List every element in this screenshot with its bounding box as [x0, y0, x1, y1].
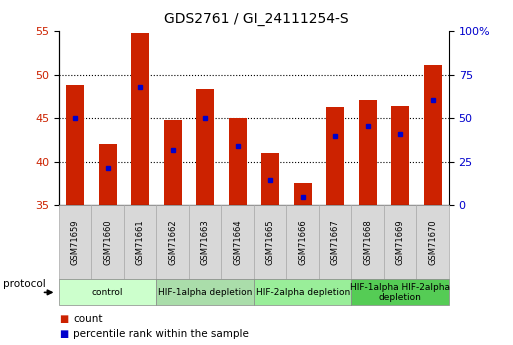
Text: ■: ■	[59, 329, 68, 338]
Text: GSM71670: GSM71670	[428, 219, 437, 265]
Bar	[359, 100, 377, 205]
Text: GSM71660: GSM71660	[103, 219, 112, 265]
Text: GSM71665: GSM71665	[266, 219, 274, 265]
Bar	[261, 153, 279, 205]
Text: GSM71669: GSM71669	[396, 219, 405, 265]
Bar	[294, 184, 311, 205]
Text: HIF-1alpha depletion: HIF-1alpha depletion	[158, 288, 252, 297]
Text: GSM71661: GSM71661	[136, 219, 145, 265]
Text: GSM71666: GSM71666	[298, 219, 307, 265]
Text: GSM71668: GSM71668	[363, 219, 372, 265]
Text: HIF-1alpha HIF-2alpha
depletion: HIF-1alpha HIF-2alpha depletion	[350, 283, 450, 302]
Text: GSM71662: GSM71662	[168, 219, 177, 265]
Text: GDS2761 / GI_24111254-S: GDS2761 / GI_24111254-S	[164, 12, 349, 26]
Text: control: control	[92, 288, 124, 297]
Bar	[424, 65, 442, 205]
Text: count: count	[73, 314, 103, 324]
Text: protocol: protocol	[3, 279, 45, 289]
Text: HIF-2alpha depletion: HIF-2alpha depletion	[255, 288, 350, 297]
Bar	[391, 106, 409, 205]
Text: GSM71663: GSM71663	[201, 219, 210, 265]
Bar	[164, 120, 182, 205]
Bar	[326, 107, 344, 205]
Bar	[99, 144, 116, 205]
Text: GSM71659: GSM71659	[71, 220, 80, 265]
Text: percentile rank within the sample: percentile rank within the sample	[73, 329, 249, 338]
Text: ■: ■	[59, 314, 68, 324]
Bar	[66, 85, 84, 205]
Bar	[196, 89, 214, 205]
Bar	[229, 118, 247, 205]
Text: GSM71664: GSM71664	[233, 219, 242, 265]
Bar	[131, 33, 149, 205]
Text: GSM71667: GSM71667	[331, 219, 340, 265]
